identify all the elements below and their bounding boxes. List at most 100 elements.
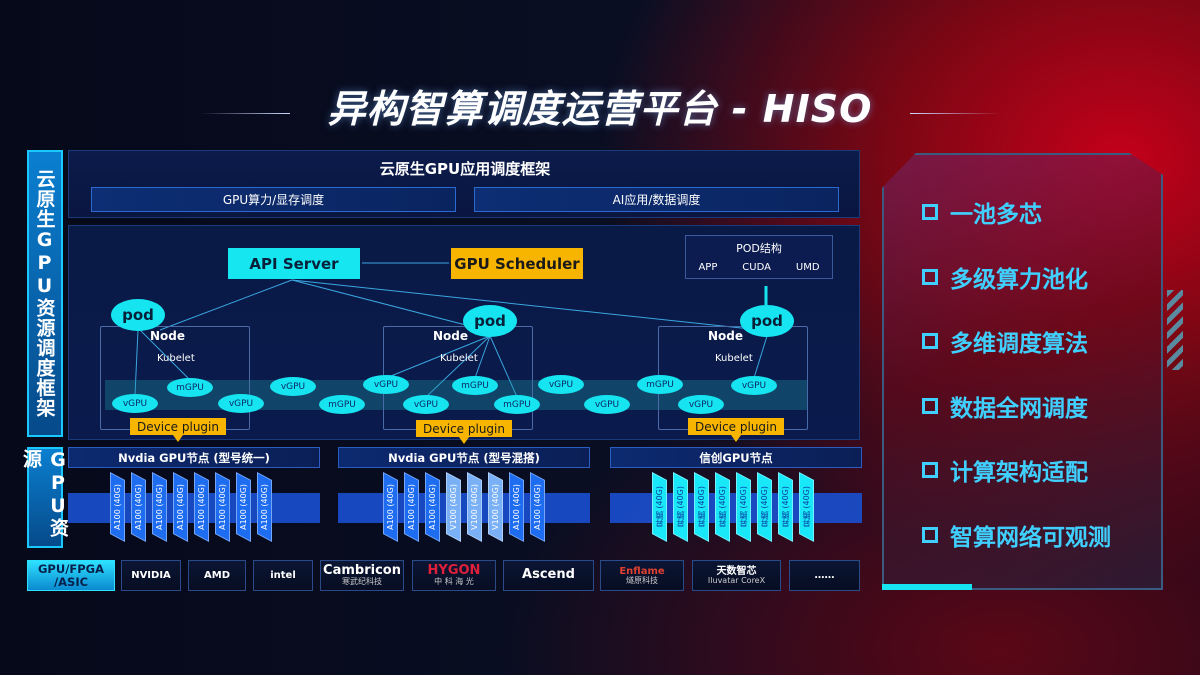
gpu-card: A100 (40G) bbox=[257, 472, 272, 542]
gpu-card: 昇腾 (40G) bbox=[652, 472, 667, 542]
vgpu-bubble: vGPU bbox=[678, 395, 724, 414]
vendor-name: AMD bbox=[204, 570, 230, 581]
gpu-card-label: A100 (40G) bbox=[239, 484, 248, 530]
feature-item: 计算架构适配 bbox=[922, 453, 1088, 487]
kubelet-label: Kubelet bbox=[157, 353, 195, 364]
vgpu-bubble: vGPU bbox=[270, 377, 316, 396]
node-label: Node bbox=[708, 329, 744, 343]
gpu-card-label: 昇腾 (40G) bbox=[781, 486, 790, 528]
gpu-card-label: V100 (40G) bbox=[491, 484, 500, 530]
checkbox-icon bbox=[922, 268, 938, 285]
gpu-card: A100 (40G) bbox=[110, 472, 125, 542]
pod-structure-app: APP bbox=[698, 262, 718, 273]
vendor-name: Cambricon bbox=[323, 562, 401, 578]
gpu-card: 昇腾 (40G) bbox=[778, 472, 793, 542]
pod2-link-b bbox=[425, 335, 491, 398]
feature-label: 智算网络可观测 bbox=[950, 524, 1111, 551]
gpu-card-label: A100 (40G) bbox=[176, 484, 185, 530]
gpu-card-label: A100 (40G) bbox=[428, 484, 437, 530]
gpu-card-label: 昇腾 (40G) bbox=[739, 486, 748, 528]
feature-item: 多维调度算法 bbox=[922, 324, 1088, 358]
vgpu-bubble: vGPU bbox=[538, 375, 584, 394]
gpu-card-label: A100 (40G) bbox=[113, 484, 122, 530]
feature-item: 一池多芯 bbox=[922, 195, 1042, 229]
pod3-link bbox=[753, 335, 768, 379]
vendor-name: Enflame bbox=[619, 565, 665, 577]
gpu-node-header: Nvdia GPU节点 (型号统一) bbox=[68, 447, 320, 468]
gpu-card-label: 昇腾 (40G) bbox=[802, 486, 811, 528]
gpu-card: 昇腾 (40G) bbox=[736, 472, 751, 542]
vendor-name: HYGON bbox=[427, 562, 481, 578]
mgpu-bubble: mGPU bbox=[319, 395, 365, 414]
gpu-compute-scheduling-box: GPU算力/显存调度 bbox=[91, 187, 456, 212]
panel-accent-bar bbox=[882, 584, 972, 590]
gpu-card-label: 昇腾 (40G) bbox=[697, 486, 706, 528]
gpu-card: A100 (40G) bbox=[236, 472, 251, 542]
device-plugin-box: Device plugin bbox=[130, 418, 226, 435]
kubelet-label: Kubelet bbox=[715, 353, 753, 364]
pod-structure-umd: UMD bbox=[795, 262, 820, 273]
api-node3-link bbox=[291, 279, 761, 331]
feature-item: 多级算力池化 bbox=[922, 260, 1088, 294]
mgpu-bubble: mGPU bbox=[494, 395, 540, 414]
gpu-card: A100 (40G) bbox=[131, 472, 146, 542]
checkbox-icon bbox=[922, 333, 938, 349]
gpu-card: 昇腾 (40G) bbox=[673, 472, 688, 542]
gpu-card-label: 昇腾 (40G) bbox=[676, 486, 685, 528]
gpu-card: V100 (40G) bbox=[446, 472, 461, 542]
vgpu-bubble: vGPU bbox=[218, 394, 264, 413]
vendor-logo-cambricon: Cambricon 寒武纪科技 bbox=[320, 560, 404, 591]
device-plugin-box: Device plugin bbox=[416, 420, 512, 437]
vendor-logo-hygon: HYGON 中 科 海 光 bbox=[412, 560, 496, 591]
vendor-name: intel bbox=[270, 570, 296, 581]
mgpu-bubble: mGPU bbox=[167, 378, 213, 397]
vgpu-bubble: vGPU bbox=[403, 395, 449, 414]
features-panel bbox=[882, 153, 1163, 590]
pod1-vgpu-link bbox=[134, 329, 139, 396]
scheduling-framework-label: 云原生GPU资源调度框架 bbox=[27, 150, 63, 437]
feature-label: 一池多芯 bbox=[950, 202, 1042, 228]
gpu-card-label: A100 (40G) bbox=[155, 484, 164, 530]
vgpu-bubble: vGPU bbox=[112, 394, 158, 413]
panel-stripe-decoration bbox=[1167, 290, 1183, 370]
gpu-card-label: A100 (40G) bbox=[512, 484, 521, 530]
pod-bubble: pod bbox=[111, 299, 165, 331]
feature-label: 数据全网调度 bbox=[950, 395, 1088, 422]
gpu-card: A100 (40G) bbox=[173, 472, 188, 542]
gpu-card-label: A100 (40G) bbox=[386, 484, 395, 530]
pod-structure-cuda: CUDA bbox=[742, 262, 771, 273]
node-label: Node bbox=[150, 329, 186, 343]
gpu-card: A100 (40G) bbox=[404, 472, 419, 542]
gpu-card: 昇腾 (40G) bbox=[715, 472, 730, 542]
gpu-card-label: A100 (40G) bbox=[134, 484, 143, 530]
gpu-scheduler-box: GPU Scheduler bbox=[451, 248, 583, 279]
kubelet-label: Kubelet bbox=[440, 353, 478, 364]
title-decoration-left bbox=[200, 113, 290, 114]
vendor-category-label: GPU/FPGA /ASIC bbox=[27, 560, 115, 591]
gpu-node-header: 信创GPU节点 bbox=[610, 447, 862, 468]
gpu-card-label: V100 (40G) bbox=[470, 484, 479, 530]
gpu-card-label: A100 (40G) bbox=[197, 484, 206, 530]
gpu-card-label: 昇腾 (40G) bbox=[655, 486, 664, 528]
vendor-subtitle: 中 科 海 光 bbox=[434, 577, 474, 587]
gpu-card: A100 (40G) bbox=[530, 472, 545, 542]
vendor-logo-enflame: Enflame 燧原科技 bbox=[600, 560, 684, 591]
feature-label: 计算架构适配 bbox=[950, 460, 1088, 486]
mgpu-bubble: mGPU bbox=[452, 376, 498, 395]
checkbox-icon bbox=[922, 462, 938, 478]
feature-label: 多维调度算法 bbox=[950, 331, 1088, 357]
pod-bubble: pod bbox=[740, 305, 794, 337]
vendor-logo-: …… bbox=[789, 560, 860, 591]
down-arrow-icon bbox=[459, 437, 469, 444]
vendor-name: Ascend bbox=[522, 567, 575, 583]
vgpu-bubble: vGPU bbox=[731, 376, 777, 395]
gpu-card: A100 (40G) bbox=[425, 472, 440, 542]
gpu-card: V100 (40G) bbox=[488, 472, 503, 542]
gpu-card: A100 (40G) bbox=[383, 472, 398, 542]
gpu-card: 昇腾 (40G) bbox=[694, 472, 709, 542]
pod-structure-box: POD结构 APP CUDA UMD bbox=[685, 235, 833, 279]
vendor-subtitle: 寒武纪科技 bbox=[342, 577, 382, 587]
api-server-box: API Server bbox=[228, 248, 360, 279]
device-plugin-box: Device plugin bbox=[688, 418, 784, 435]
